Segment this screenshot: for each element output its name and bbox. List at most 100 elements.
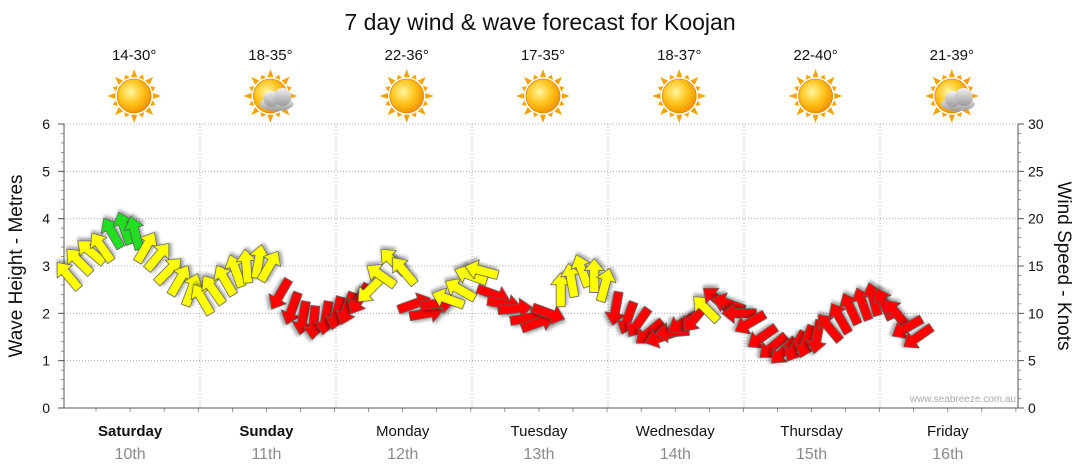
wind-arrow xyxy=(100,217,126,251)
grid xyxy=(64,123,1018,408)
wind-arrow-shape xyxy=(133,231,158,265)
sun-ray xyxy=(956,74,962,80)
wind-arrow xyxy=(794,323,817,359)
sun-rays xyxy=(107,69,162,123)
wind-arrow xyxy=(464,259,500,280)
sun-ray xyxy=(695,86,701,92)
sun-ray xyxy=(924,92,934,100)
sun-ray xyxy=(826,76,835,85)
sun-icon xyxy=(379,69,434,123)
wind-arrow-shape xyxy=(839,292,863,327)
day-name: Tuesday xyxy=(511,423,568,440)
wind-arrow xyxy=(903,323,935,349)
sun-ray xyxy=(794,100,800,106)
wind-arrow xyxy=(550,272,572,308)
sun-rays xyxy=(379,69,434,123)
sun-ray xyxy=(683,112,690,118)
sun-ray xyxy=(523,76,532,85)
sun-ray xyxy=(251,76,260,85)
sun-ray xyxy=(948,114,955,123)
wind-arrow xyxy=(839,292,863,327)
right-tick-label: 20 xyxy=(1028,211,1044,227)
wind-arrow xyxy=(166,265,191,298)
wind-arrow-shape xyxy=(817,314,844,344)
left-tick-label: 0 xyxy=(42,400,50,416)
wind-arrow-shape xyxy=(884,299,912,330)
sun-ray xyxy=(411,112,417,118)
sun-ray xyxy=(962,76,971,85)
wind-arrow xyxy=(392,257,419,288)
wind-arrow-shape xyxy=(604,290,626,326)
wind-arrows xyxy=(56,211,935,364)
wind-arrow-shape xyxy=(794,323,817,359)
wind-arrow xyxy=(153,258,182,287)
sun-ray xyxy=(251,107,260,116)
left-tick-label: 3 xyxy=(42,258,50,274)
wind-arrow xyxy=(268,277,293,310)
sun-ray xyxy=(968,86,974,92)
wind-arrow xyxy=(530,302,565,325)
sun-icon xyxy=(788,69,843,123)
wind-arrow-shape xyxy=(190,283,215,317)
sun-ray xyxy=(539,69,547,78)
sun-ray xyxy=(387,107,396,116)
sun-ray xyxy=(379,92,388,100)
sun-ray xyxy=(660,107,669,116)
sun-icon xyxy=(107,69,162,123)
day-temperature: 17-35° xyxy=(521,47,565,64)
sun-ray xyxy=(124,74,130,80)
sun-ray xyxy=(385,100,391,106)
wind-arrow-shape xyxy=(828,302,853,336)
left-tick-label: 1 xyxy=(42,353,50,369)
sun-icon xyxy=(516,69,570,123)
wind-arrow-shape xyxy=(143,243,170,273)
wind-arrow xyxy=(181,273,204,308)
sun-ray xyxy=(516,92,525,100)
sun-ray xyxy=(796,107,805,116)
cloud-part xyxy=(954,88,973,106)
sun-ray xyxy=(260,112,267,118)
sun-ray xyxy=(274,74,281,80)
sun-ray xyxy=(112,100,118,106)
sun-ray xyxy=(267,114,274,123)
sun-ray xyxy=(683,74,690,80)
wind-arrow xyxy=(693,296,722,325)
wind-arrow xyxy=(431,287,466,310)
day-date: 15th xyxy=(796,446,827,463)
sun-ray xyxy=(805,112,812,118)
sun-ray xyxy=(941,112,948,118)
wind-arrow-shape xyxy=(747,323,779,349)
right-tick-label: 30 xyxy=(1028,116,1044,132)
sun-ray xyxy=(150,100,156,106)
wind-arrow-shape xyxy=(153,258,182,287)
wind-arrow-shape xyxy=(181,273,204,308)
sun-ray xyxy=(112,86,118,92)
day-name: Thursday xyxy=(780,423,843,440)
sun-ray xyxy=(425,92,434,100)
wind-arrow xyxy=(828,302,853,336)
wind-arrow-shape xyxy=(903,323,935,349)
sun-ray xyxy=(411,74,417,80)
wind-arrow xyxy=(190,283,215,317)
day-date: 11th xyxy=(251,446,281,463)
wind-arrow-shape xyxy=(335,290,358,325)
sun-ray xyxy=(930,86,936,92)
sun-ray xyxy=(281,76,290,85)
wind-arrow xyxy=(201,275,227,307)
sun-ray xyxy=(948,69,955,78)
sun-ray xyxy=(521,86,527,92)
sun-cloud-icon xyxy=(243,69,298,123)
right-tick-label: 0 xyxy=(1028,400,1036,416)
sun-disc xyxy=(389,78,425,114)
sun-ray xyxy=(796,76,805,85)
wind-arrow xyxy=(444,278,478,303)
sun-ray xyxy=(652,92,661,100)
sun-ray xyxy=(559,86,565,92)
sun-ray xyxy=(422,86,428,92)
sun-ray xyxy=(521,100,527,106)
wind-arrow xyxy=(90,232,116,265)
sun-ray xyxy=(690,107,699,116)
sun-ray xyxy=(559,100,565,106)
wind-arrow-shape xyxy=(497,297,533,319)
sun-ray xyxy=(554,107,563,116)
